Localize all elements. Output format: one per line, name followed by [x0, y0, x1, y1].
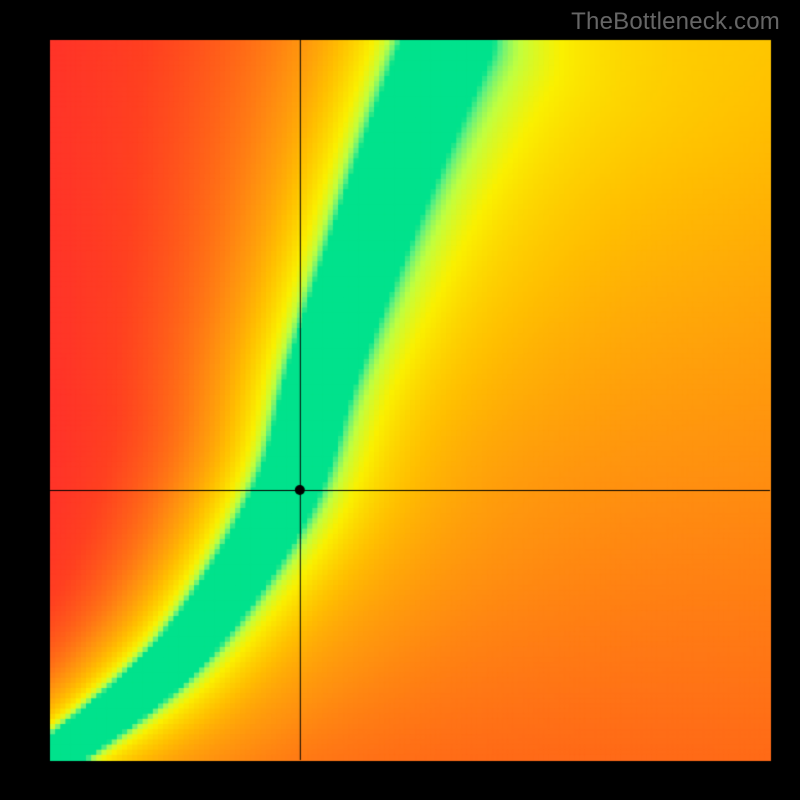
site-watermark: TheBottleneck.com	[571, 8, 780, 36]
bottleneck-heatmap	[0, 0, 800, 800]
